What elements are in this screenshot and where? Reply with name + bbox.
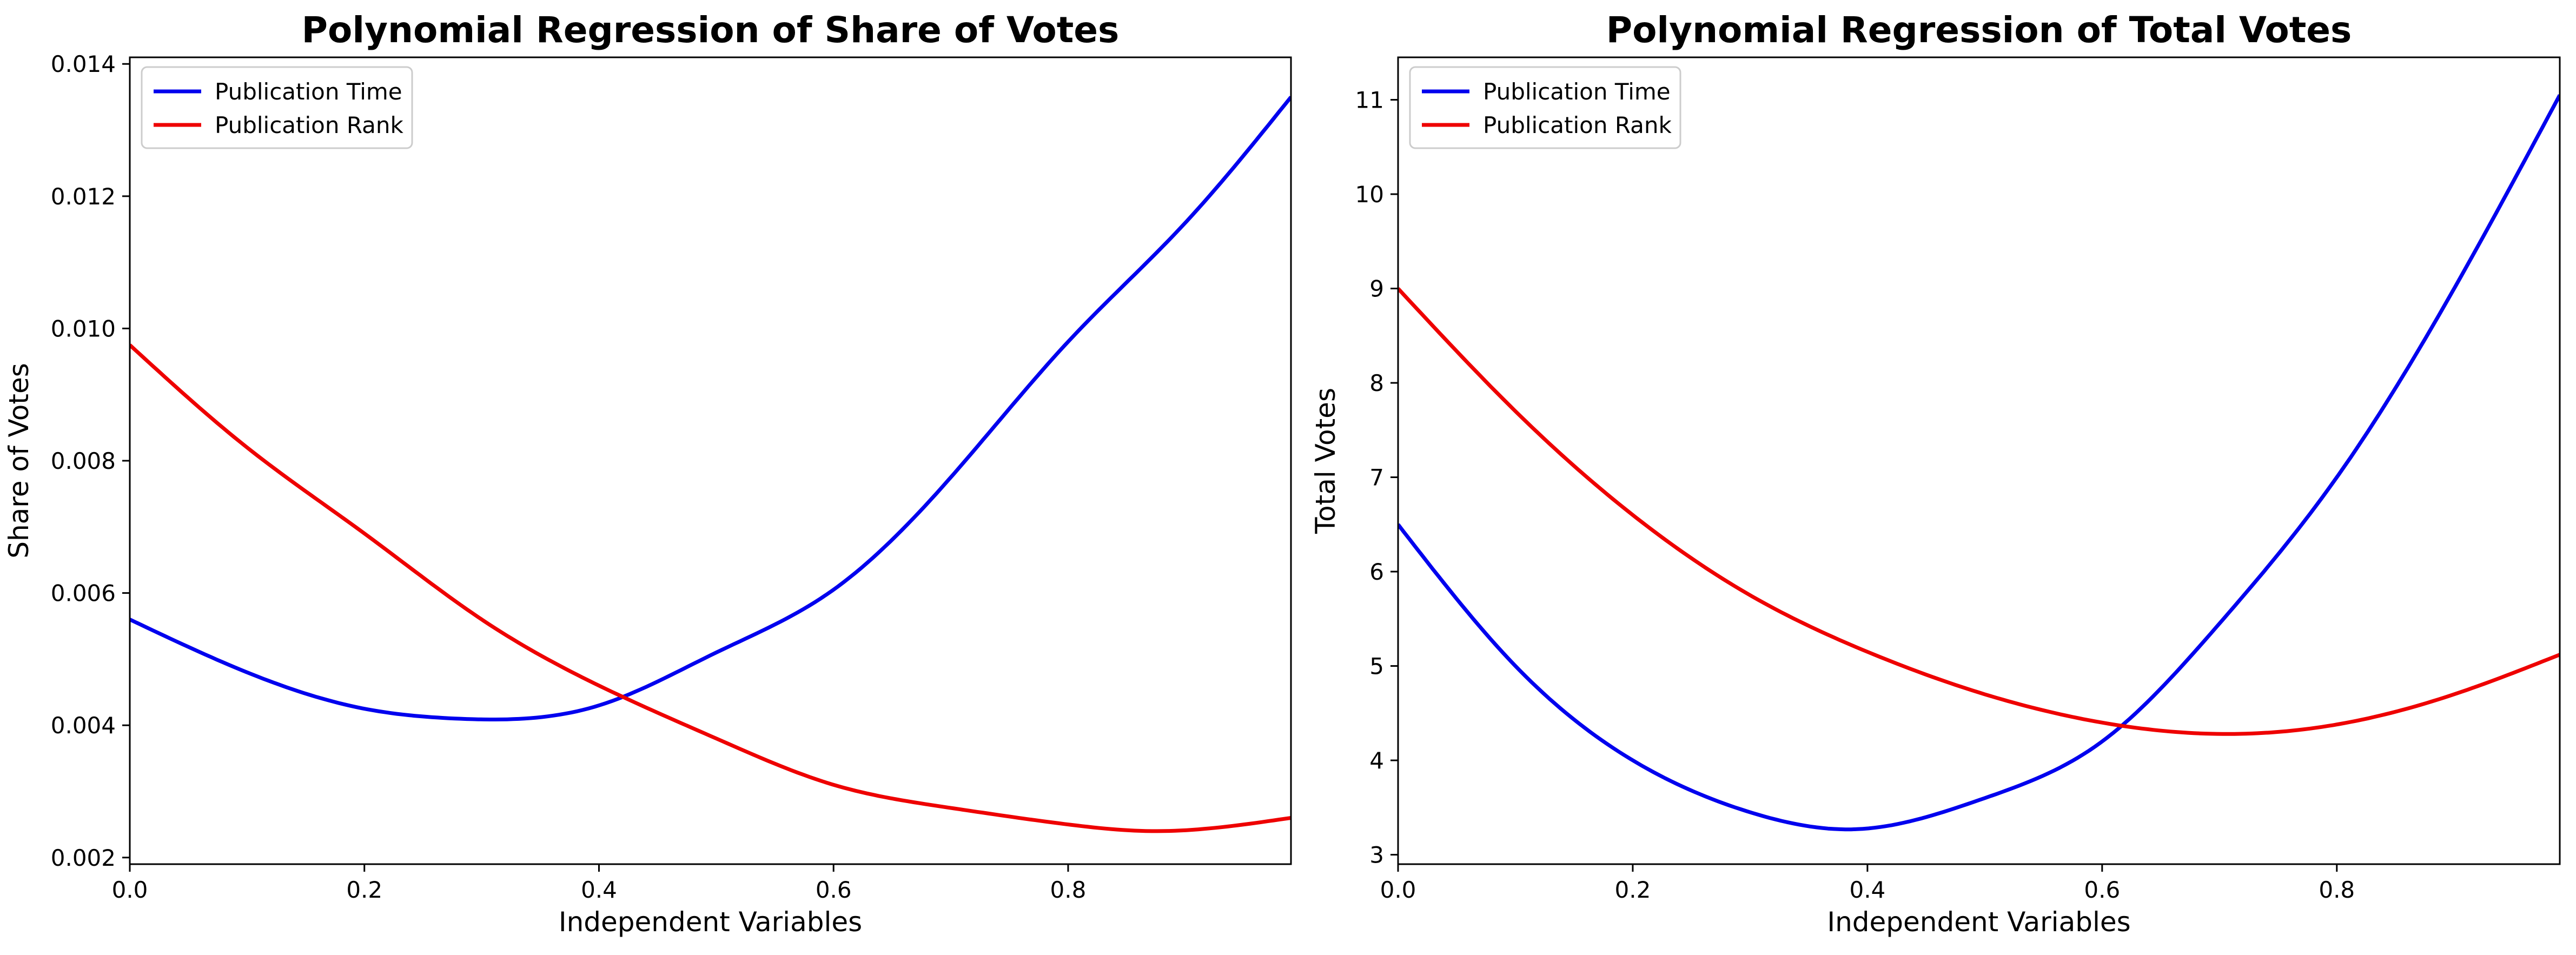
y-tick-label: 0.002 [51, 845, 116, 871]
y-tick-label: 7 [1369, 465, 1384, 491]
x-tick-label: 0.2 [346, 877, 382, 903]
y-tick-label: 11 [1355, 87, 1384, 114]
y-tick-label: 0.014 [51, 51, 116, 77]
x-axis-label: Independent Variables [559, 906, 862, 938]
x-axis-label: Independent Variables [1827, 906, 2130, 938]
x-tick-label: 0.6 [816, 877, 852, 903]
y-tick-label: 0.008 [51, 448, 116, 474]
series-line-publication-time [130, 96, 1291, 721]
series-line-publication-rank [130, 343, 1291, 833]
y-tick-label: 8 [1369, 370, 1384, 396]
plot-frame [1397, 56, 2561, 865]
y-tick-label: 0.012 [51, 183, 116, 210]
series-line-publication-time [1398, 94, 2560, 832]
series-line-publication-rank [1398, 287, 2560, 736]
x-tick-label: 0.6 [2084, 877, 2120, 903]
y-tick-label: 5 [1369, 653, 1384, 680]
y-tick-label: 6 [1369, 559, 1384, 585]
legend-box [1409, 66, 1681, 149]
chart-title: Polynomial Regression of Total Votes [1606, 9, 2352, 51]
legend-label: Publication Time [1483, 78, 1671, 105]
legend-box [141, 66, 413, 149]
x-tick-label: 0.4 [581, 877, 617, 903]
chart-panel-share-of-votes: Polynomial Regression of Share of Votes 0… [3, 9, 1292, 938]
x-tick-label: 0.8 [1050, 877, 1087, 903]
legend-label: Publication Rank [215, 112, 403, 138]
plot-frame [129, 56, 1292, 865]
y-axis-label: Share of Votes [3, 363, 35, 559]
chart-title: Polynomial Regression of Share of Votes [302, 9, 1120, 51]
y-tick-label: 9 [1369, 276, 1384, 302]
x-tick-label: 0.0 [112, 877, 148, 903]
y-tick-label: 0.004 [51, 712, 116, 739]
x-tick-label: 0.0 [1380, 877, 1416, 903]
x-tick-label: 0.2 [1615, 877, 1651, 903]
y-tick-label: 10 [1355, 181, 1384, 208]
y-axis-label: Total Votes [1310, 388, 1341, 534]
legend-label: Publication Rank [1483, 112, 1672, 138]
y-tick-label: 3 [1369, 842, 1384, 868]
y-tick-label: 4 [1369, 747, 1384, 774]
y-tick-label: 0.010 [51, 315, 116, 342]
x-tick-label: 0.8 [2319, 877, 2355, 903]
x-tick-label: 0.4 [1849, 877, 1885, 903]
y-tick-label: 0.006 [51, 580, 116, 607]
chart-panel-total-votes: Polynomial Regression of Total Votes 0.0 0… [1310, 9, 2561, 938]
legend-label: Publication Time [215, 78, 402, 105]
